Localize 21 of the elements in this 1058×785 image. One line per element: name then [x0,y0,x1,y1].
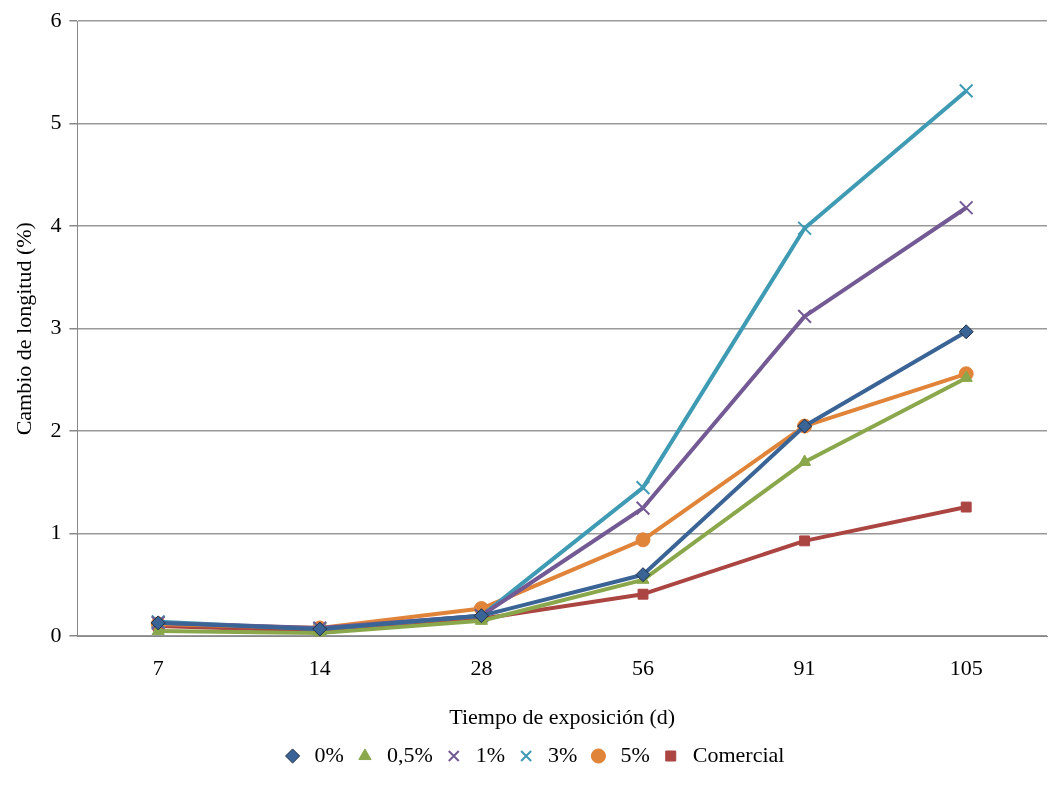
y-tick-label: 1 [50,519,62,545]
x-axis-title: Tiempo de exposición (d) [449,703,676,729]
y-tick-label: 3 [50,314,62,340]
legend-label: 0% [314,741,344,767]
legend-label: 1% [475,741,506,767]
legend-label: 3% [548,741,578,767]
y-tick-label: 4 [50,211,62,237]
y-tick-label: 0 [50,621,62,647]
x-tick-label: 14 [308,655,331,681]
x-tick-label: 105 [949,655,983,681]
x-tick-label: 91 [793,655,816,681]
x-tick-label: 7 [152,655,164,681]
y-tick-label: 5 [50,109,62,135]
legend-label: 5% [620,741,650,767]
y-tick-label: 6 [50,6,62,32]
x-tick-label: 28 [470,655,493,681]
y-axis-title: Cambio de longitud (%) [10,222,36,436]
y-tick-label: 2 [50,416,62,442]
x-tick-label: 56 [632,655,654,681]
legend-label: 0,5% [386,741,433,767]
legend-label: Comercial [692,741,785,767]
